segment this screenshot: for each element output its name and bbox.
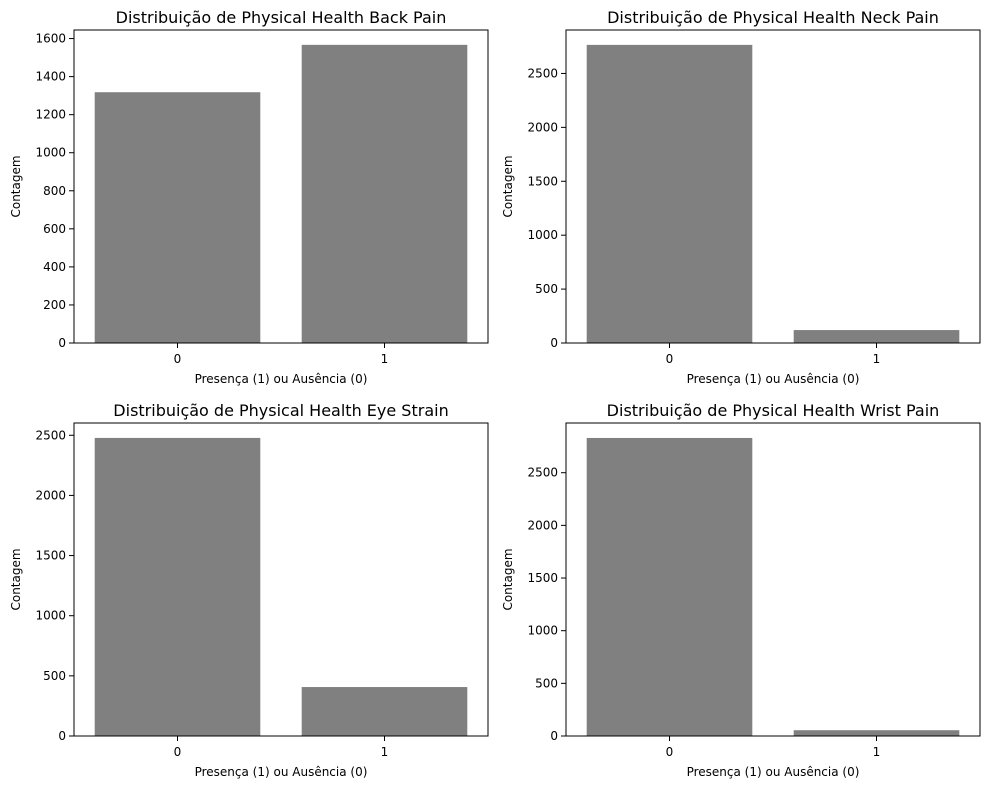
y-tick-label: 500	[43, 669, 66, 683]
bar-0	[586, 437, 753, 736]
y-tick-label: 0	[550, 729, 558, 743]
bar-1	[301, 687, 468, 736]
x-tick-label: 0	[174, 745, 182, 759]
chart-title: Distribuição de Physical Health Neck Pai…	[607, 8, 939, 27]
y-tick-label: 1000	[35, 609, 66, 623]
chart-panel-4: 0 500 1000 1500 2000 2500 0 1 Distribuição de Ph…	[501, 401, 981, 779]
chart-title: Distribuição de Physical Health Wrist Pa…	[607, 401, 940, 420]
x-axis-label: Presença (1) ou Ausência (0)	[687, 372, 860, 386]
chart-panel-1: 0 200 400 600 800 1000 1200 1400 1600 0 1 Distribui…	[9, 8, 489, 386]
chart-title: Distribuição de Physical Health Back Pai…	[116, 8, 447, 27]
axes-frame	[73, 29, 489, 344]
y-tick-label: 2500	[527, 66, 558, 80]
y-tick-label: 500	[535, 676, 558, 690]
x-axis-label: Presença (1) ou Ausência (0)	[687, 765, 860, 779]
chart-panel-3: 0 500 1000 1500 2000 2500 0 1 Distribuição de Ph…	[9, 401, 489, 779]
x-tick-label: 1	[381, 745, 389, 759]
y-axis-label: Contagem	[9, 548, 23, 610]
bar-0	[586, 44, 753, 343]
y-tick-label: 200	[43, 298, 66, 312]
y-tick-label: 1000	[527, 228, 558, 242]
y-tick-label: 2000	[527, 518, 558, 532]
y-tick-label: 2500	[527, 466, 558, 480]
y-tick-label: 500	[535, 282, 558, 296]
x-axis-label: Presença (1) ou Ausência (0)	[195, 372, 368, 386]
y-tick-label: 2500	[35, 428, 66, 442]
x-tick-label: 0	[666, 745, 674, 759]
y-axis-label: Contagem	[501, 155, 515, 217]
x-tick-label: 1	[873, 352, 881, 366]
y-tick-label: 400	[43, 260, 66, 274]
y-tick-label: 1400	[35, 70, 66, 84]
y-tick-label: 0	[550, 336, 558, 350]
bar-1	[301, 44, 468, 343]
y-tick-label: 2000	[35, 488, 66, 502]
y-tick-label: 0	[58, 729, 66, 743]
axes-frame	[73, 422, 489, 737]
bar-0	[94, 92, 261, 343]
y-tick-label: 1200	[35, 108, 66, 122]
axes-frame	[565, 29, 981, 344]
y-tick-label: 1500	[527, 571, 558, 585]
chart-title: Distribuição de Physical Health Eye Stra…	[113, 401, 448, 420]
axes-frame	[565, 422, 981, 737]
bar-1	[793, 330, 960, 343]
y-axis-label: Contagem	[501, 548, 515, 610]
chart-panel-2: 0 500 1000 1500 2000 2500 0 1 Distribuição de Ph…	[501, 8, 981, 386]
x-tick-label: 0	[174, 352, 182, 366]
y-tick-label: 2000	[527, 120, 558, 134]
y-tick-label: 1500	[527, 174, 558, 188]
x-tick-label: 1	[381, 352, 389, 366]
bar-1	[793, 730, 960, 736]
y-tick-label: 1000	[35, 146, 66, 160]
y-axis-label: Contagem	[9, 155, 23, 217]
y-tick-label: 600	[43, 222, 66, 236]
y-tick-label: 1500	[35, 549, 66, 563]
bar-0	[94, 437, 261, 736]
x-tick-label: 1	[873, 745, 881, 759]
x-tick-label: 0	[666, 352, 674, 366]
y-tick-label: 1600	[35, 32, 66, 46]
x-axis-label: Presença (1) ou Ausência (0)	[195, 765, 368, 779]
y-tick-label: 800	[43, 184, 66, 198]
y-tick-label: 1000	[527, 624, 558, 638]
y-tick-label: 0	[58, 336, 66, 350]
